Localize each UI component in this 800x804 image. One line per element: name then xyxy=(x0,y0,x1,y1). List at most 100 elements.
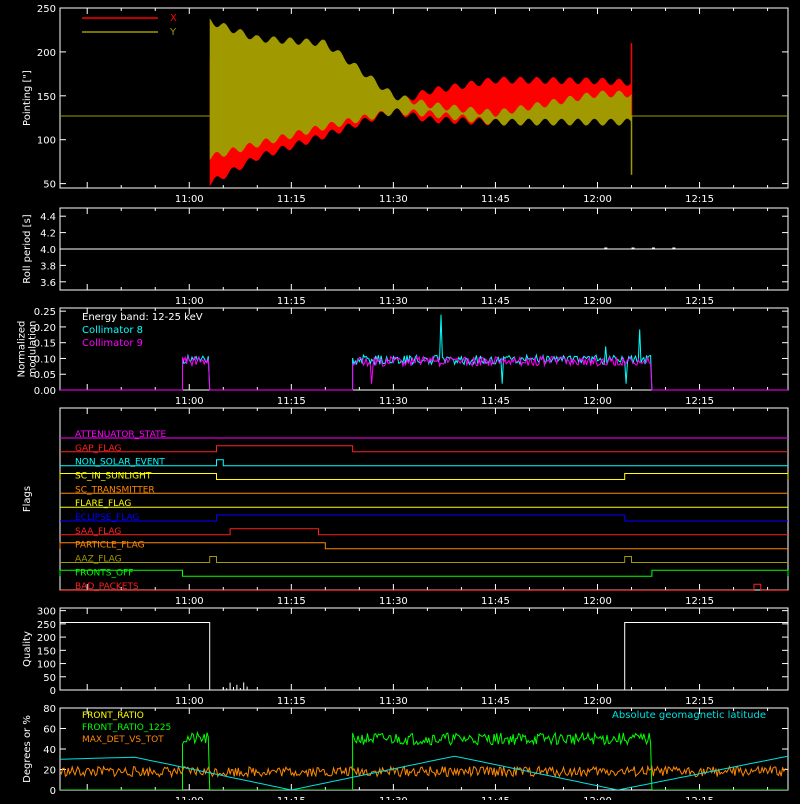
flag-trace xyxy=(60,528,788,536)
panel-pointing: 11:00 11:15 11:30 11:45 12:00 12:15 50 100 150 20… xyxy=(22,4,789,205)
x-tick-label: 12:15 xyxy=(685,194,714,205)
y-tick-label: 150 xyxy=(37,92,56,103)
series-geomagnetic-latitude xyxy=(60,755,788,790)
flag-label: FRONTS_OFF xyxy=(75,568,133,578)
x-tick-label: 11:00 xyxy=(175,696,204,707)
y-axis-label: modulation xyxy=(28,321,39,378)
y-tick-label: 4.2 xyxy=(40,229,56,240)
flag-trace xyxy=(59,473,789,480)
x-tick-label: 11:45 xyxy=(481,796,510,800)
x-tick-label: 11:15 xyxy=(277,296,306,307)
y-tick-label: 0 xyxy=(50,686,56,697)
energy-band-label: Energy band: 12-25 keV xyxy=(82,312,203,323)
y-axis-label: Roll period [s] xyxy=(22,214,33,283)
flag-label: SC_TRANSMITTER xyxy=(75,485,155,495)
x-tick-label: 12:15 xyxy=(685,796,714,800)
flag-label: SAA_FLAG xyxy=(75,527,121,537)
legend-label: Y xyxy=(169,27,177,38)
x-tick-label: 12:15 xyxy=(685,596,714,607)
legend-label: MAX_DET_VS_TOT xyxy=(82,735,164,745)
x-tick-label: 12:00 xyxy=(583,596,612,607)
flag-gap-flag: GAP_FLAG xyxy=(60,444,788,454)
flag-sc-transmitter: SC_TRANSMITTER xyxy=(60,485,788,495)
x-tick-label: 11:30 xyxy=(379,396,408,407)
panel-flags: 11:00 11:15 11:30 11:45 12:00 12:15 Flags ATTEN… xyxy=(22,407,789,607)
panel-modulation: 11:00 11:15 11:30 11:45 12:00 12:15 0.00 0.05 0.… xyxy=(17,307,789,407)
flag-trace xyxy=(59,569,789,577)
series-Y xyxy=(60,18,788,175)
flag-trace xyxy=(59,542,788,550)
flag-trace xyxy=(60,556,788,563)
flag-sc-in-sunlight: SC_IN_SUNLIGHT xyxy=(59,472,789,482)
y-tick-label: 80 xyxy=(43,704,56,715)
series-front-ratio-1225 xyxy=(60,730,788,790)
x-tick-label: 11:45 xyxy=(481,296,510,307)
y-tick-label: 0.15 xyxy=(34,339,56,350)
x-tick-label: 12:00 xyxy=(583,194,612,205)
flag-trace xyxy=(60,459,788,467)
flag-label: BAD_PACKETS xyxy=(75,582,139,592)
y-tick-label: 40 xyxy=(43,745,56,756)
plot-area xyxy=(60,730,788,790)
x-tick-label: 11:30 xyxy=(379,296,408,307)
series-max-det-vs-tot xyxy=(60,764,787,779)
x-tick-label: 11:30 xyxy=(379,696,408,707)
y-tick-label: 20 xyxy=(43,766,56,777)
x-tick-label: 11:45 xyxy=(481,696,510,707)
panel-frame xyxy=(59,307,789,391)
y-tick-label: 200 xyxy=(37,48,56,59)
y-axis-label: Pointing ["] xyxy=(22,70,33,126)
geomag-label: Absolute geomagnetic latitude xyxy=(612,710,766,721)
x-tick-label: 12:00 xyxy=(583,296,612,307)
flag-bad-packets: BAD_PACKETS xyxy=(60,582,788,592)
plot-area xyxy=(60,18,788,187)
y-tick-label: 0.10 xyxy=(34,354,56,365)
x-tick-label: 11:15 xyxy=(277,696,306,707)
flag-label: ECLIPSE_FLAG xyxy=(75,513,139,523)
y-axis-label: Quality xyxy=(22,631,33,667)
y-tick-label: 200 xyxy=(37,633,56,644)
flag-fronts-off: FRONTS_OFF xyxy=(59,568,789,578)
x-tick-label: 12:00 xyxy=(583,796,612,800)
flag-aaz-flag: AAZ_FLAG xyxy=(60,555,788,565)
y-tick-label: 4.0 xyxy=(40,245,56,256)
y-tick-label: 3.8 xyxy=(40,261,56,272)
y-tick-label: 0.05 xyxy=(34,370,56,381)
flag-label: GAP_FLAG xyxy=(75,444,121,454)
flag-trace xyxy=(60,583,788,591)
series-Collimator-8 xyxy=(60,314,788,391)
x-tick-label: 11:30 xyxy=(379,596,408,607)
series-envelope xyxy=(209,57,632,187)
panel-roll: 11:00 11:15 11:30 11:45 12:00 12:15 3.6 3.8 4.0 4… xyxy=(22,207,789,307)
y-tick-label: 0.00 xyxy=(34,386,56,397)
y-tick-label: 100 xyxy=(37,660,56,671)
flag-label: FLARE_FLAG xyxy=(75,499,131,509)
x-tick-label: 11:45 xyxy=(481,396,510,407)
y-tick-label: 300 xyxy=(37,607,56,618)
y-axis-label: Normalized xyxy=(17,321,28,378)
flag-label: ATTENUATOR_STATE xyxy=(75,430,167,440)
y-tick-label: 100 xyxy=(37,136,56,147)
x-tick-label: 11:45 xyxy=(481,194,510,205)
series-line xyxy=(60,314,788,391)
flag-attenuator-state: ATTENUATOR_STATE xyxy=(60,430,788,440)
flag-label: PARTICLE_FLAG xyxy=(75,541,145,551)
x-tick-label: 12:00 xyxy=(583,696,612,707)
y-axis-label: Flags xyxy=(22,486,33,512)
x-tick-label: 11:00 xyxy=(175,796,204,800)
legend: XY xyxy=(82,13,177,38)
x-tick-label: 11:15 xyxy=(277,194,306,205)
legend-label: FRONT_RATIO xyxy=(82,711,144,721)
flag-saa-flag: SAA_FLAG xyxy=(60,527,788,537)
flag-label: AAZ_FLAG xyxy=(75,555,122,565)
x-tick-label: 11:15 xyxy=(277,596,306,607)
panel-quality: 11:00 11:15 11:30 11:45 12:00 12:15 0 50 100 150 2… xyxy=(22,607,789,707)
x-tick-label: 11:00 xyxy=(175,194,204,205)
y-tick-label: 4.4 xyxy=(40,212,56,223)
y-tick-label: 3.6 xyxy=(40,278,56,289)
y-tick-label: 50 xyxy=(43,673,56,684)
legend-label: FRONT_RATIO_1225 xyxy=(82,723,171,733)
flag-label: NON_SOLAR_EVENT xyxy=(75,458,165,468)
x-tick-label: 11:00 xyxy=(175,296,204,307)
y-tick-label: 150 xyxy=(37,646,56,657)
